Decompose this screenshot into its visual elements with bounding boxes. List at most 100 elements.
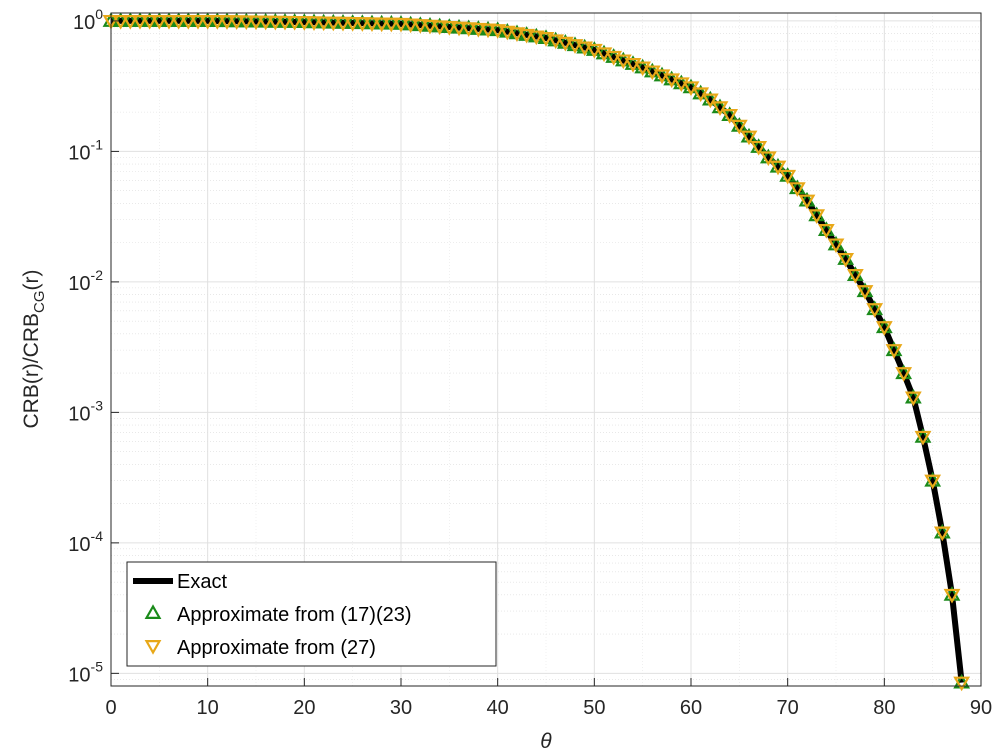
triangle-down-marker: [257, 15, 275, 31]
triangle-down-marker: [469, 22, 487, 38]
triangle-down-marker: [450, 21, 468, 37]
triangle-down-marker: [798, 194, 816, 210]
triangle-down-marker: [837, 252, 855, 268]
triangle-down-marker: [875, 321, 893, 336]
triangle-down-marker: [266, 15, 284, 31]
y-tick-base: 10: [73, 12, 95, 34]
triangle-down-marker: [228, 15, 246, 30]
y-tick-base: 10: [68, 534, 90, 556]
triangle-down-marker: [933, 526, 951, 542]
triangle-down-marker: [779, 169, 797, 185]
triangle-down-marker: [556, 36, 574, 52]
x-axis-label: θ: [540, 730, 552, 753]
triangle-down-marker: [866, 303, 884, 318]
axes-box: [110, 12, 982, 687]
triangle-down-marker: [131, 14, 149, 30]
triangle-down-marker: [750, 140, 768, 156]
y-axis-label-tail: (r): [20, 270, 43, 291]
y-tick-base: 10: [68, 664, 90, 686]
triangle-down-marker: [547, 34, 565, 50]
triangle-down-marker: [924, 474, 942, 490]
triangle-down-marker: [315, 16, 333, 32]
legend-marker: [144, 640, 162, 655]
triangle-down-marker: [711, 101, 729, 116]
series-approx-27: [102, 14, 971, 692]
triangle-down-marker: [382, 17, 400, 33]
triangle-down-marker: [740, 130, 758, 146]
triangle-down-marker: [904, 391, 922, 407]
triangle-down-marker: [846, 269, 864, 284]
triangle-down-marker: [518, 28, 536, 44]
triangle-down-marker: [363, 17, 381, 33]
y-tick-exponent: -2: [91, 267, 104, 283]
legend-items: Exact Approximate from (17)(23) Approximat…: [133, 571, 412, 659]
triangle-down-marker: [527, 30, 545, 46]
triangle-down-marker: [788, 182, 806, 197]
triangle-down-marker: [373, 17, 391, 33]
y-tick-exponent: 0: [95, 6, 103, 22]
triangle-down-marker: [237, 15, 255, 31]
triangle-down-marker: [353, 17, 371, 32]
triangle-down-marker: [160, 14, 178, 30]
y-tick-base: 10: [68, 273, 90, 295]
triangle-down-marker: [411, 19, 429, 34]
triangle-down-marker: [537, 32, 555, 47]
y-axis-label: CRB(r)/CRBCG(r): [20, 270, 48, 429]
x-tick-label: 60: [680, 697, 702, 719]
triangle-down-marker: [431, 20, 449, 36]
y-tick-label: 10-1: [68, 136, 103, 164]
y-tick-exponent: -1: [91, 136, 104, 152]
triangle-down-marker: [344, 16, 362, 32]
triangle-down-marker: [334, 16, 352, 32]
x-tick-label: 70: [777, 697, 799, 719]
triangle-down-marker: [721, 109, 739, 124]
x-tick-label: 40: [487, 697, 509, 719]
triangle-down-marker: [914, 430, 932, 446]
x-tick-label: 80: [873, 697, 895, 719]
triangle-down-marker: [170, 14, 188, 30]
legend-marker: [144, 604, 162, 619]
legend-label: Exact: [177, 571, 227, 593]
y-tick-base: 10: [68, 403, 90, 425]
y-tick-label: 100: [73, 6, 103, 34]
triangle-down-marker: [701, 93, 719, 109]
legend-label: Approximate from (17)(23): [177, 604, 412, 626]
y-axis-label-sub: CG: [31, 290, 48, 313]
triangle-down-marker: [179, 14, 197, 30]
axes-layer: [110, 12, 982, 687]
x-tick-label: 30: [390, 697, 412, 719]
triangle-down-marker: [953, 676, 971, 692]
triangle-down-marker: [150, 14, 168, 30]
triangle-down-marker: [808, 209, 826, 224]
triangle-down-marker: [817, 223, 835, 239]
triangle-down-marker: [759, 151, 777, 167]
triangle-down-marker: [199, 14, 217, 30]
triangle-down-marker: [885, 344, 903, 359]
triangle-down-marker: [286, 15, 304, 31]
y-tick-label: 10-3: [68, 397, 103, 425]
y-tick-exponent: -5: [91, 658, 104, 674]
series-layer: [102, 12, 971, 692]
y-tick-exponent: -3: [91, 397, 104, 413]
triangle-down-marker: [460, 22, 478, 37]
y-tick-exponent: -4: [91, 528, 104, 544]
triangle-down-marker: [498, 25, 516, 41]
y-tick-label: 10-4: [68, 528, 103, 556]
triangle-down-marker: [576, 41, 594, 57]
x-tick-label: 50: [583, 697, 605, 719]
triangle-down-marker: [421, 19, 439, 35]
x-tick-label: 0: [105, 697, 116, 719]
legend: Exact Approximate from (17)(23) Approximat…: [126, 561, 497, 667]
triangle-down-marker: [895, 367, 913, 382]
x-tick-label: 20: [293, 697, 315, 719]
triangle-down-marker: [121, 14, 139, 30]
y-tick-base: 10: [68, 142, 90, 164]
triangle-down-marker: [208, 15, 226, 30]
triangle-down-marker: [440, 21, 458, 36]
triangle-down-marker: [189, 14, 207, 30]
triangle-down-marker: [827, 238, 845, 254]
triangle-down-marker: [856, 285, 874, 300]
triangle-down-marker: [566, 39, 584, 54]
